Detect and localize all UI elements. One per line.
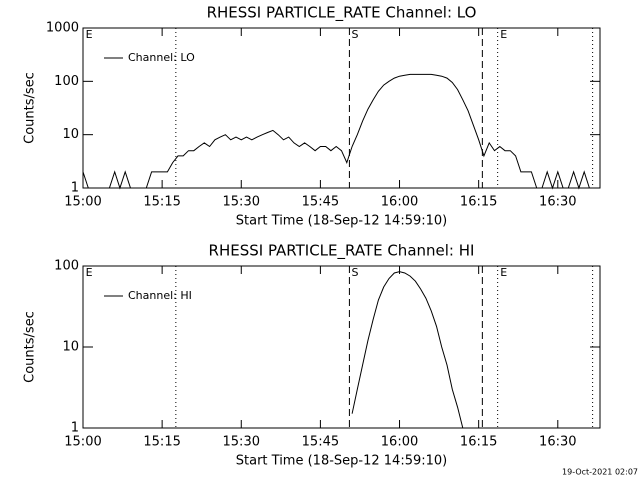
x-tick-label: 16:00 <box>381 435 418 450</box>
plot-frame <box>82 27 601 189</box>
y-tick-label: 1 <box>71 181 79 196</box>
data-line <box>82 73 600 190</box>
legend-label: Channel: LO <box>128 51 195 64</box>
x-tick-label: 15:15 <box>143 195 180 210</box>
x-tick-label: 15:45 <box>302 195 339 210</box>
chart-title: RHESSI PARTICLE_RATE Channel: LO <box>207 4 477 23</box>
flag-label: E <box>500 28 507 41</box>
x-tick-label: 16:00 <box>381 195 418 210</box>
footer: 19-Oct-2021 02:07 <box>562 468 638 477</box>
x-tick-label: 15:30 <box>223 435 260 450</box>
legend-label: Channel: HI <box>128 289 192 302</box>
x-tick-label: 16:30 <box>539 195 576 210</box>
flag-label: E <box>86 28 93 41</box>
x-axis-label: Start Time (18-Sep-12 14:59:10) <box>236 214 447 229</box>
y-tick-label: 1 <box>71 421 79 436</box>
flag-label: S <box>351 28 358 41</box>
chart-title: RHESSI PARTICLE_RATE Channel: HI <box>209 242 475 261</box>
x-tick-label: 15:15 <box>143 435 180 450</box>
y-tick-label: 100 <box>54 259 79 274</box>
y-axis-label: Counts/sec <box>23 311 38 383</box>
x-tick-label: 15:45 <box>302 435 339 450</box>
flag-label: S <box>351 266 358 279</box>
x-tick-label: 16:30 <box>539 435 576 450</box>
x-tick-label: 15:00 <box>64 195 101 210</box>
y-tick-label: 10 <box>62 340 79 355</box>
x-tick-label: 16:15 <box>460 195 497 210</box>
y-tick-label: 1000 <box>46 21 79 36</box>
y-axis-label: Counts/sec <box>23 72 38 144</box>
flag-label: E <box>86 266 93 279</box>
y-tick-label: 100 <box>54 74 79 89</box>
x-tick-label: 16:15 <box>460 435 497 450</box>
y-tick-label: 10 <box>62 127 79 142</box>
x-tick-label: 15:30 <box>223 195 260 210</box>
x-axis-label: Start Time (18-Sep-12 14:59:10) <box>236 454 447 469</box>
x-tick-label: 15:00 <box>64 435 101 450</box>
flag-label: E <box>500 266 507 279</box>
data-line <box>351 271 464 429</box>
